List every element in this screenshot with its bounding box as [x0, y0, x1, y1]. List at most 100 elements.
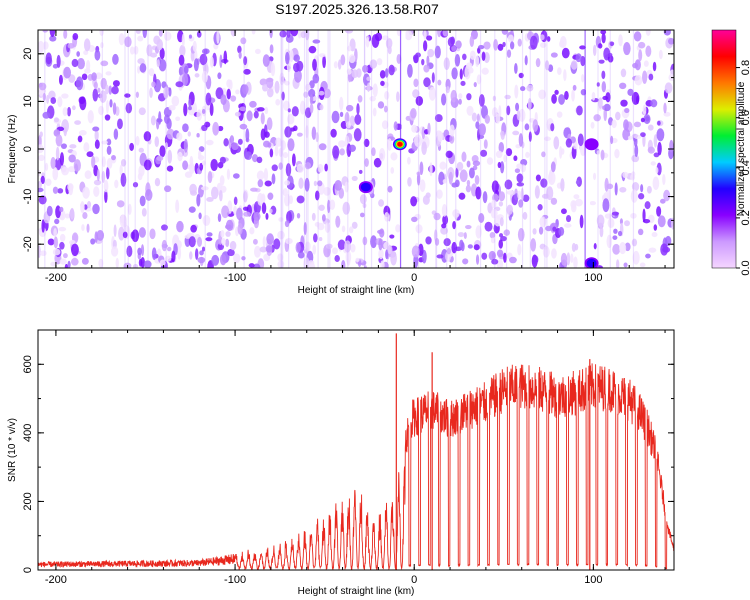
spectrogram-cell: [103, 179, 109, 193]
spectrogram-cell: [642, 104, 647, 115]
spectrogram-cell: [192, 40, 197, 52]
spectrogram-cell: [507, 34, 514, 43]
spectrogram-cell: [506, 105, 511, 116]
spectrogram-cell: [188, 206, 196, 213]
spectrogram-cell: [67, 183, 74, 191]
spectrogram-cell: [159, 259, 166, 267]
spectrogram-cell: [287, 175, 294, 190]
colorbar-gradient: [712, 30, 736, 268]
spectrogram-cell: [390, 167, 395, 174]
spectrogram-cell: [182, 160, 189, 171]
spectrogram-cell: [556, 111, 563, 118]
spectrogram-cell: [514, 168, 521, 174]
spectrogram-cell: [142, 30, 148, 39]
spectrogram-cell: [83, 142, 90, 153]
spectrogram-cell: [516, 110, 521, 121]
spectrogram-cell: [591, 91, 596, 101]
spectrogram-cell: [318, 237, 323, 242]
spectrogram-streak: [494, 30, 496, 268]
spectrogram-cell: [38, 245, 41, 258]
spectrogram-cell: [364, 158, 369, 167]
spectrogram-cell: [653, 134, 658, 148]
spectrogram-cell: [631, 238, 638, 247]
snr-axes: -200 -100 0 100 0 200 400 600: [22, 329, 674, 586]
spectrogram-cell: [188, 162, 195, 174]
spectrogram-cell: [127, 203, 132, 216]
spectrogram-cell: [573, 142, 578, 150]
spectrogram-cell: [38, 180, 43, 188]
spectrogram-cell: [97, 87, 101, 93]
spectrogram-cell: [197, 236, 203, 247]
spectrogram-cell: [265, 245, 273, 253]
spectrogram-cell: [129, 46, 135, 55]
spectrogram-cell: [172, 234, 180, 249]
spectrogram-cell: [525, 151, 530, 158]
spectrogram-cell: [243, 191, 248, 203]
spectrogram-cell: [616, 259, 620, 268]
spectrogram-cell: [175, 81, 184, 88]
spectrogram-cell: [266, 87, 274, 98]
spectrogram-cell: [411, 245, 420, 258]
spectrogram-cell: [253, 238, 258, 245]
spectrogram-cell: [201, 108, 206, 115]
spectrogram-cell: [287, 138, 295, 152]
spectrogram-cell: [269, 30, 273, 39]
spectrogram-cell: [183, 138, 188, 153]
spectrogram-cell: [69, 239, 76, 245]
spectrogram-cell: [256, 156, 263, 164]
spectrogram-cell: [348, 54, 356, 64]
spectrogram-cell: [437, 79, 442, 86]
spectrogram-cell: [274, 80, 280, 94]
spectrogram-cell: [627, 135, 633, 140]
spectrogram-cell: [383, 105, 388, 113]
spectrogram-cell: [205, 237, 213, 242]
spectrogram-cell: [220, 230, 225, 238]
spectrogram-streak: [446, 30, 448, 268]
spectrogram-cell: [412, 54, 419, 62]
spectrogram-cell: [239, 123, 248, 130]
x-tick-label: 0: [411, 272, 417, 284]
spectrogram-cell: [219, 156, 226, 164]
colorbar-tick-label: 0.0: [740, 260, 750, 275]
spectrogram-cell: [241, 256, 246, 261]
spectrogram-cell: [539, 42, 547, 48]
spectrogram-cell: [115, 257, 119, 268]
spectrogram-cell: [291, 106, 299, 117]
spectrogram-cell: [219, 175, 225, 186]
spectrogram-cell: [358, 169, 363, 174]
spectrogram-cell: [104, 114, 111, 121]
spectrogram-cell: [656, 206, 662, 217]
spectrogram-cell: [620, 99, 628, 107]
snr-panel: -200 -100 0 100 0 200 400 600 Height of straigh…: [7, 329, 675, 597]
spectrogram-cell: [476, 113, 480, 123]
spectrogram-cell: [577, 133, 584, 147]
spectrogram-cell: [81, 73, 88, 81]
spectrogram-cell: [600, 30, 607, 35]
spectrogram-cell: [63, 253, 68, 259]
spectrogram-cell: [346, 68, 352, 75]
spectrogram-cell: [513, 155, 518, 162]
spectrogram-cell: [348, 144, 356, 152]
spectrogram-cell: [473, 81, 477, 88]
spectrogram-cell: [57, 96, 63, 108]
spectrogram-cell: [42, 92, 46, 101]
spectrogram-cell: [248, 263, 255, 268]
spectrogram-cell: [415, 95, 424, 106]
spectrogram-cell: [67, 260, 71, 268]
spectrogram-cell: [49, 30, 56, 38]
spectrogram-cell: [135, 30, 141, 34]
spectrogram-cell: [150, 115, 156, 126]
spectrogram-cell: [498, 233, 504, 238]
spectrogram-cell: [492, 95, 497, 102]
spectrogram-cell: [559, 40, 565, 48]
spectrogram-cell: [46, 94, 50, 104]
spectrogram-cell: [223, 138, 229, 147]
spectrogram-cell: [532, 255, 539, 265]
spectrogram-cell: [137, 172, 143, 181]
spectrogram-cell: [243, 56, 248, 66]
chart-title: S197.2025.326.13.58.R07: [275, 1, 439, 17]
spectrogram-cell: [664, 82, 673, 94]
spectrogram-cell: [504, 94, 511, 100]
spectrogram-cell: [335, 215, 341, 228]
spectrogram-cell: [193, 58, 199, 72]
